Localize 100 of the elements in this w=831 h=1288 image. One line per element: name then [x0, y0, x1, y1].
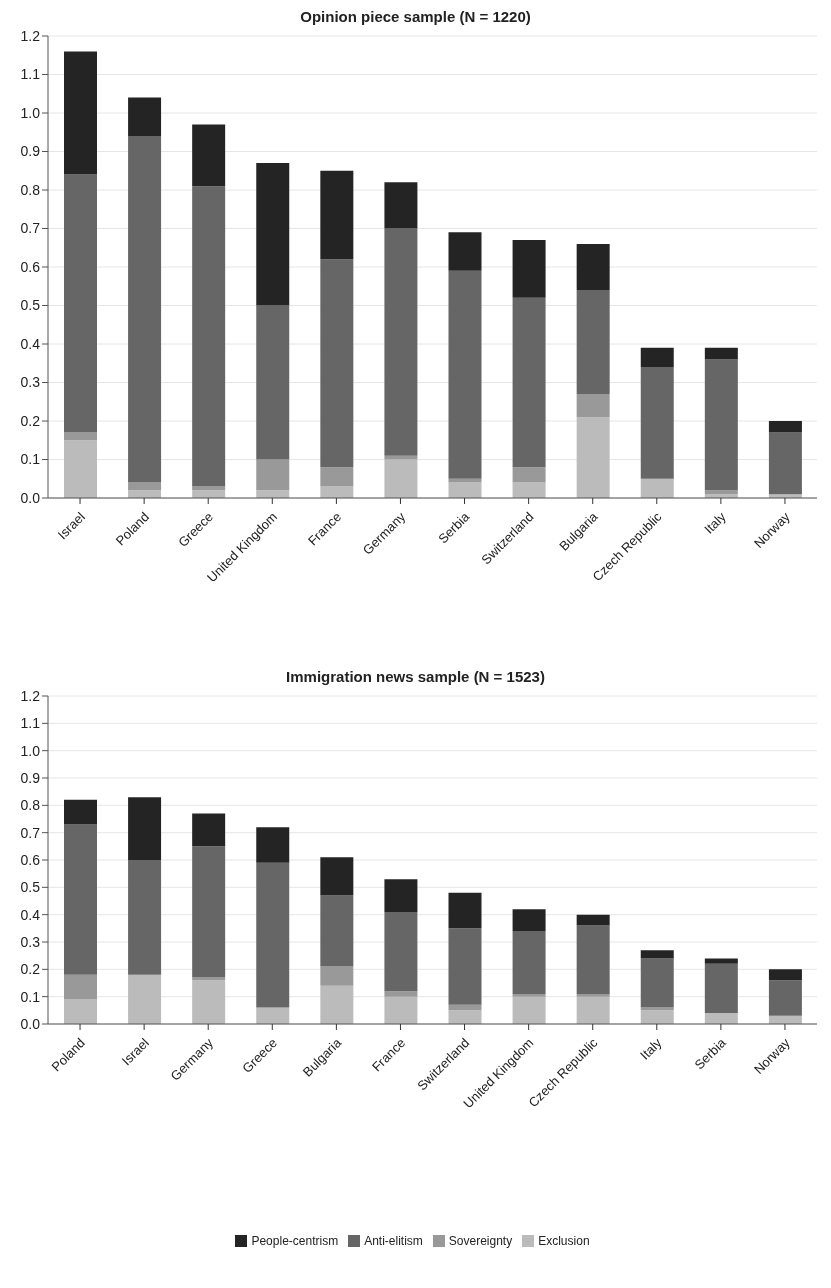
y-tick-label: 0.8	[20, 181, 41, 198]
bar	[128, 136, 162, 483]
y-tick-label: 1.1	[20, 715, 41, 732]
y-tick-label: 0.0	[20, 1015, 41, 1032]
bar	[704, 490, 738, 495]
bar	[64, 432, 97, 441]
bar	[192, 490, 226, 498]
bar	[320, 985, 354, 1024]
bar	[64, 440, 97, 498]
bar	[512, 297, 546, 468]
bar	[640, 367, 674, 479]
bar	[192, 124, 226, 187]
bar	[192, 846, 226, 978]
bar	[64, 174, 97, 433]
bar	[192, 186, 226, 487]
bar	[64, 799, 97, 825]
bar	[512, 931, 546, 994]
bar	[256, 490, 290, 498]
legend-label: Exclusion	[538, 1234, 590, 1248]
bar	[576, 914, 610, 926]
bar	[256, 827, 290, 863]
bar	[320, 966, 354, 986]
bar	[64, 824, 97, 975]
bar	[192, 980, 226, 1024]
bar	[384, 228, 418, 456]
bar	[192, 813, 226, 847]
y-tick-label: 0.9	[20, 769, 41, 786]
bar	[128, 860, 162, 975]
bar	[576, 394, 610, 418]
bar	[64, 974, 97, 1000]
bar	[320, 259, 354, 468]
x-tick-label: Italy	[701, 508, 730, 537]
bar	[576, 925, 610, 994]
y-tick-label: 0.7	[20, 824, 41, 841]
bar	[768, 421, 802, 433]
bar	[448, 482, 482, 498]
bar	[320, 486, 354, 498]
y-tick-label: 0.0	[20, 489, 41, 506]
y-tick-label: 0.8	[20, 797, 41, 814]
bar	[512, 993, 546, 997]
bar	[640, 478, 674, 498]
bar	[704, 347, 738, 360]
bar	[576, 993, 610, 997]
bar	[64, 999, 97, 1024]
y-tick-label: 0.2	[20, 961, 41, 978]
bar	[384, 182, 418, 229]
bar	[768, 980, 802, 1016]
bar	[192, 486, 226, 491]
bar	[128, 797, 162, 860]
bar	[640, 958, 674, 1008]
y-tick-label: 0.5	[20, 297, 41, 314]
y-tick-label: 1.0	[20, 104, 41, 121]
bar	[640, 347, 674, 368]
chart-title: Immigration news sample (N = 1523)	[285, 668, 546, 687]
bar	[576, 996, 610, 1024]
bar	[448, 232, 482, 271]
bar	[704, 359, 738, 491]
bar	[256, 862, 290, 1008]
y-tick-label: 0.3	[20, 933, 41, 950]
bar	[704, 958, 738, 964]
bar	[128, 482, 162, 491]
bar	[704, 1013, 738, 1024]
y-tick-label: 0.7	[20, 220, 41, 237]
bar	[128, 974, 162, 1024]
y-tick-label: 0.4	[20, 335, 41, 352]
y-tick-label: 0.5	[20, 879, 41, 896]
bar	[512, 909, 546, 932]
bar	[768, 432, 802, 495]
bar	[576, 290, 610, 395]
bar	[320, 467, 354, 487]
bar	[512, 240, 546, 298]
bar	[384, 911, 418, 992]
bar	[448, 1004, 482, 1011]
legend-label: Anti-elitism	[364, 1234, 423, 1248]
y-tick-label: 1.1	[20, 66, 41, 83]
y-tick-label: 0.1	[20, 451, 41, 468]
bar	[256, 1007, 290, 1024]
bar	[768, 969, 802, 981]
legend-label: People-centrism	[251, 1234, 339, 1248]
y-tick-label: 0.9	[20, 143, 41, 160]
bar	[384, 455, 418, 460]
bar	[384, 879, 418, 912]
y-tick-label: 1.2	[20, 27, 41, 44]
bar	[640, 950, 674, 959]
chart-title: Opinion piece sample (N = 1220)	[299, 8, 532, 27]
bar	[448, 478, 482, 483]
bar	[384, 991, 418, 997]
bar	[448, 928, 482, 1005]
y-tick-label: 0.6	[20, 258, 41, 275]
y-tick-label: 1.2	[20, 687, 41, 704]
bar	[448, 892, 482, 929]
y-tick-label: 1.0	[20, 742, 41, 759]
bar	[384, 996, 418, 1024]
y-tick-label: 0.3	[20, 374, 41, 391]
bar	[320, 857, 354, 896]
bar	[256, 305, 290, 460]
bar	[256, 163, 290, 306]
bar	[320, 170, 354, 260]
bar	[512, 482, 546, 498]
bar	[64, 51, 97, 175]
